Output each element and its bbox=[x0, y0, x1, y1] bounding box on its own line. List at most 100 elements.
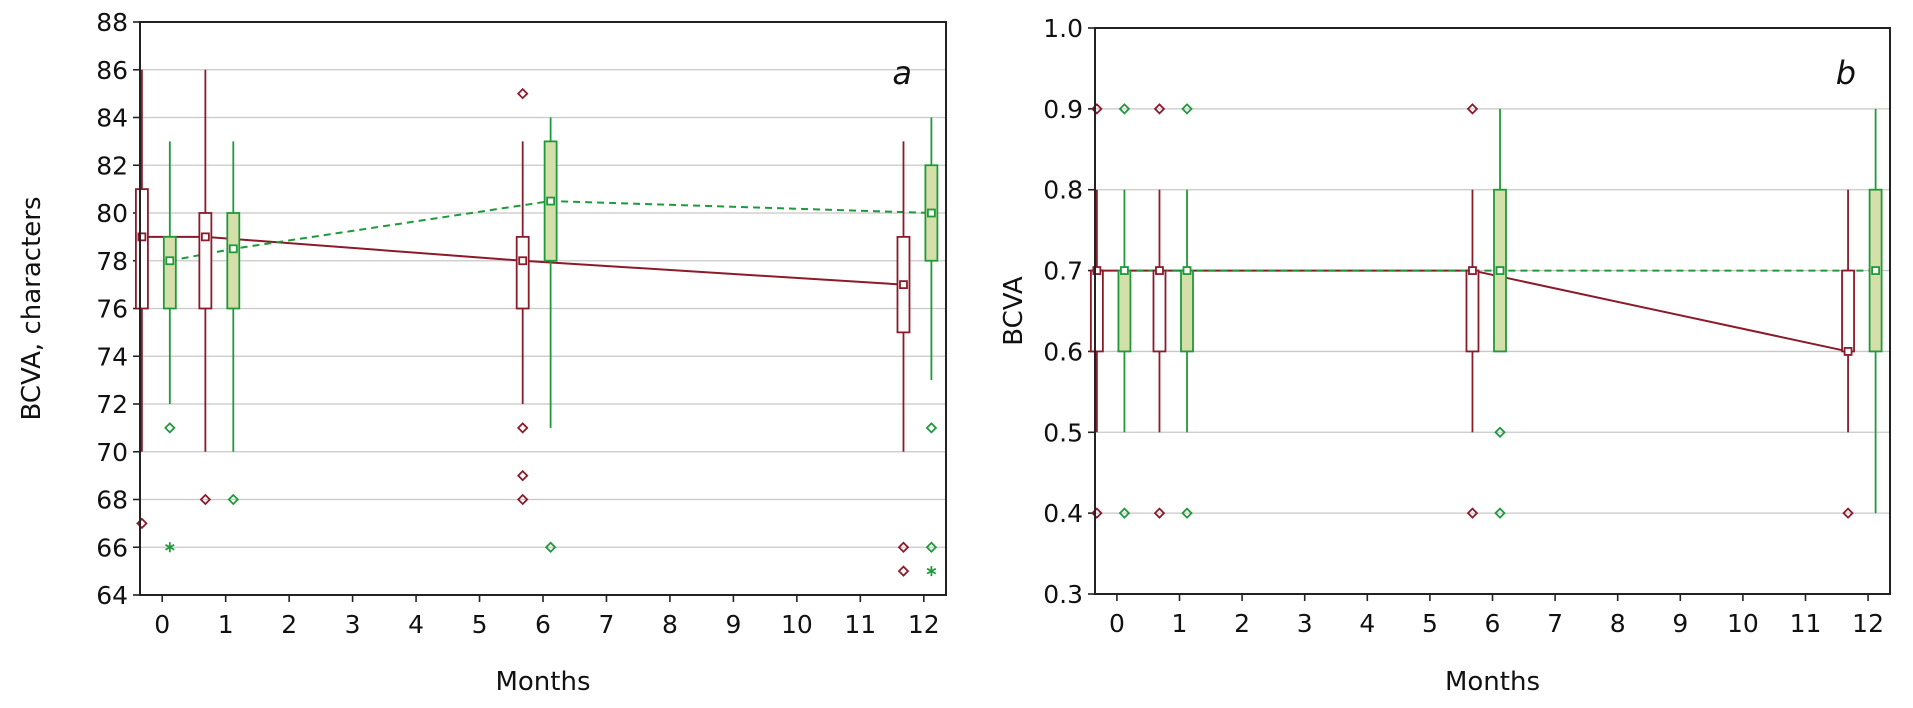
boxplot-green bbox=[226, 141, 241, 506]
x-tick-label: 10 bbox=[781, 610, 813, 639]
box-iqr bbox=[135, 188, 149, 310]
x-tick-label: 4 bbox=[1359, 609, 1375, 638]
x-tick-label: 2 bbox=[281, 610, 297, 639]
outlier-marker bbox=[1153, 507, 1166, 519]
x-ticks-b: 0 1 2 3 4 5 6 7 8 9 10 11 12 bbox=[1109, 594, 1884, 638]
outlier-marker bbox=[164, 422, 176, 434]
y-axis-label-b: BCVA bbox=[999, 276, 1029, 346]
y-tick-label: 88 bbox=[96, 8, 128, 37]
median-marker bbox=[1182, 266, 1192, 275]
median-marker bbox=[1155, 266, 1164, 275]
box-iqr bbox=[1180, 269, 1194, 353]
median-marker bbox=[137, 232, 147, 242]
boxplot-green bbox=[924, 117, 939, 577]
y-tick-label: 86 bbox=[96, 56, 128, 85]
median-marker bbox=[1871, 266, 1881, 275]
outlier-marker bbox=[925, 541, 938, 554]
outlier-marker bbox=[199, 493, 212, 506]
box-iqr bbox=[1465, 269, 1480, 353]
x-tick-label: 1 bbox=[1172, 609, 1188, 638]
y-tick-label: 1.0 bbox=[1043, 14, 1083, 43]
panel-b: 0 1 2 3 4 5 6 7 8 9 10 11 12 0.30.40.50.60.70.80.91.… bbox=[999, 14, 1891, 697]
boxplot-green bbox=[162, 141, 177, 553]
y-tick-label: 0.8 bbox=[1043, 176, 1083, 205]
y-tick-label: 80 bbox=[96, 199, 128, 228]
median-marker bbox=[1092, 266, 1102, 275]
median-marker bbox=[228, 244, 238, 254]
y-tick-label: 66 bbox=[96, 533, 128, 562]
outlier-marker bbox=[1842, 507, 1854, 519]
x-axis-label-b: Months bbox=[1445, 667, 1540, 697]
x-tick-label: 7 bbox=[599, 610, 615, 639]
box-iqr bbox=[226, 212, 241, 310]
outlier-marker bbox=[516, 469, 529, 482]
y-tick-label: 0.3 bbox=[1043, 580, 1083, 609]
outlier-marker bbox=[897, 541, 910, 554]
outlier-marker bbox=[1153, 103, 1166, 115]
y-axis-label-a: BCVA, characters bbox=[17, 196, 47, 420]
outlier-marker bbox=[1181, 103, 1193, 115]
boxplot-green bbox=[1180, 103, 1194, 519]
x-tick-label: 3 bbox=[1297, 609, 1313, 638]
extreme-marker bbox=[165, 542, 175, 553]
boxplot-red bbox=[1841, 189, 1855, 519]
extreme-marker bbox=[926, 566, 937, 577]
x-tick-label: 11 bbox=[1790, 609, 1822, 638]
median-marker bbox=[1468, 266, 1477, 275]
median-marker bbox=[927, 208, 936, 218]
median-marker bbox=[200, 232, 210, 242]
outlier-marker bbox=[1118, 103, 1131, 115]
outlier-marker bbox=[227, 493, 240, 506]
outlier-marker bbox=[1466, 103, 1479, 115]
box-iqr bbox=[1089, 269, 1104, 353]
outlier-marker bbox=[516, 422, 529, 434]
y-ticks-a: 64 66 68 70 72 74 76 78 80 82 84 86 88 bbox=[96, 8, 140, 610]
y-tick-label: 70 bbox=[96, 438, 128, 467]
y-ticks-b: 0.3 0.4 0.5 0.6 0.7 0.8 0.9 1.0 bbox=[1043, 14, 1095, 609]
y-tick-label: 0.6 bbox=[1043, 337, 1083, 366]
x-tick-label: 4 bbox=[408, 610, 424, 639]
boxplot-green bbox=[1493, 108, 1507, 519]
x-tick-label: 11 bbox=[844, 610, 876, 639]
x-tick-label: 10 bbox=[1727, 609, 1759, 638]
median-marker bbox=[518, 256, 528, 266]
y-tick-label: 84 bbox=[96, 104, 128, 133]
panel-a: 0 1 2 3 4 5 6 7 8 9 10 11 12 64666870727476788082848… bbox=[17, 8, 947, 697]
y-tick-label: 0.9 bbox=[1043, 95, 1083, 124]
box-iqr bbox=[162, 235, 177, 310]
y-tick-label: 0.5 bbox=[1043, 418, 1083, 447]
box-iqr bbox=[198, 212, 213, 310]
y-tick-label: 68 bbox=[96, 486, 128, 515]
y-tick-label: 78 bbox=[96, 247, 128, 276]
outlier-marker bbox=[544, 541, 557, 554]
outlier-marker bbox=[925, 422, 938, 434]
median-marker bbox=[546, 196, 556, 206]
y-tick-label: 64 bbox=[96, 581, 128, 610]
y-tick-label: 76 bbox=[96, 295, 128, 324]
box-iqr bbox=[1841, 269, 1855, 353]
median-marker bbox=[899, 280, 908, 290]
y-tick-label: 82 bbox=[96, 151, 128, 180]
gridlines-b bbox=[1095, 108, 1890, 514]
x-tick-label: 0 bbox=[154, 610, 170, 639]
x-tick-label: 9 bbox=[1672, 609, 1688, 638]
outlier-marker bbox=[1181, 507, 1193, 519]
boxplot-green bbox=[1868, 108, 1883, 514]
panel-letter-a: a bbox=[892, 54, 912, 92]
median-marker bbox=[1120, 266, 1129, 275]
outlier-marker bbox=[1494, 507, 1506, 519]
y-tick-label: 72 bbox=[96, 390, 128, 419]
outlier-marker bbox=[1494, 426, 1506, 439]
plot-frame-a bbox=[139, 21, 947, 596]
outlier-marker bbox=[1118, 507, 1131, 519]
box-iqr bbox=[515, 235, 530, 310]
x-tick-label: 6 bbox=[535, 610, 551, 639]
x-tick-label: 12 bbox=[908, 610, 940, 639]
x-tick-label: 3 bbox=[345, 610, 361, 639]
y-tick-label: 74 bbox=[96, 342, 128, 371]
boxplot-green bbox=[1117, 103, 1132, 519]
panel-letter-b: b bbox=[1836, 54, 1856, 92]
boxplots-b bbox=[1089, 103, 1883, 519]
x-tick-label: 1 bbox=[218, 610, 234, 639]
